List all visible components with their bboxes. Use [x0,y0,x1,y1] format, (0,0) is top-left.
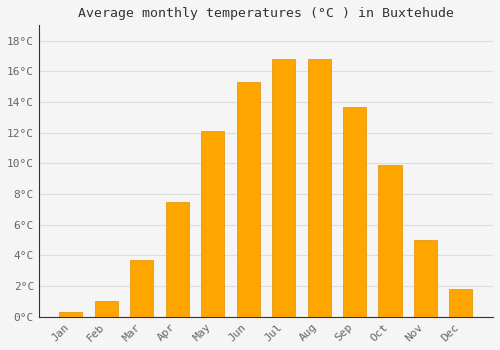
Bar [272,59,295,317]
Title: Average monthly temperatures (°C ) in Buxtehude: Average monthly temperatures (°C ) in Bu… [78,7,454,20]
Bar [450,289,472,317]
Bar [201,131,224,317]
Bar [95,301,118,317]
Bar [60,312,82,317]
Bar [166,202,189,317]
Bar [236,82,260,317]
Bar [130,260,154,317]
Bar [308,59,330,317]
Bar [378,165,402,317]
Bar [343,107,366,317]
Bar [414,240,437,317]
